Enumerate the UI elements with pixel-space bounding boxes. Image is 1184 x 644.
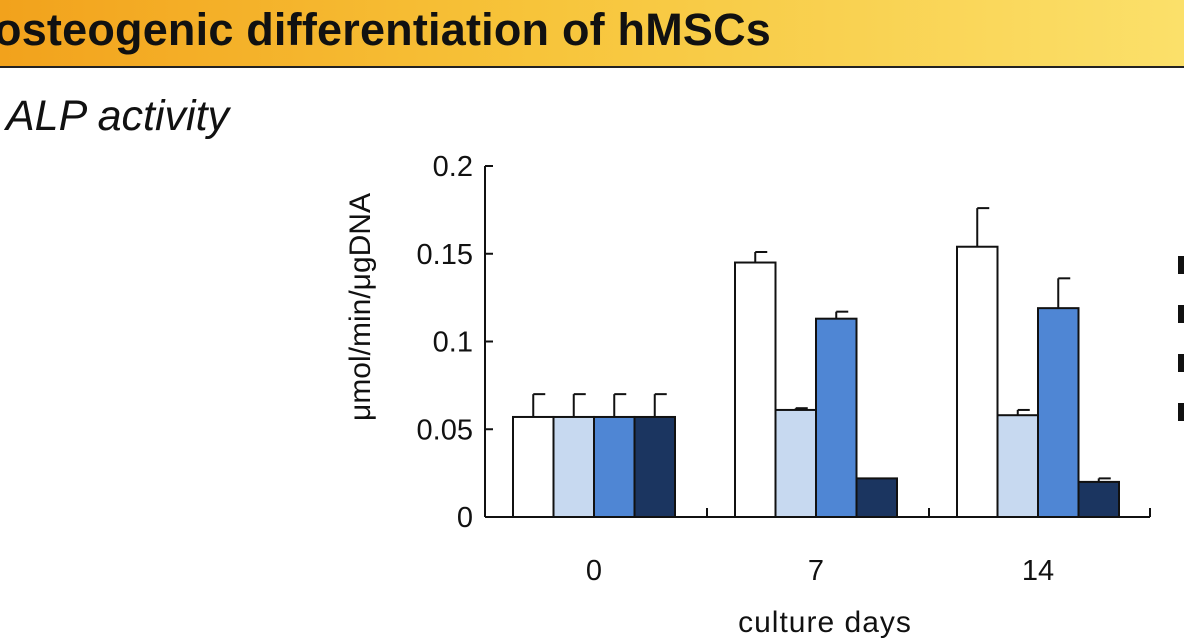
bar (734, 261, 777, 518)
bar (633, 415, 676, 518)
bar (815, 317, 858, 518)
x-tick-label: 0 (586, 555, 602, 587)
y-tick-label: 0.2 (433, 151, 473, 183)
bar (1037, 307, 1080, 518)
x-axis-title: culture days (738, 606, 912, 639)
y-tick-label: 0.05 (417, 414, 473, 446)
bar (512, 415, 555, 518)
x-tick-label: 14 (1022, 555, 1054, 587)
bar (956, 245, 999, 518)
title-banner: osteogenic differentiation of hMSCs (0, 0, 1184, 68)
y-tick-label: 0.1 (433, 327, 473, 359)
bar (552, 415, 595, 518)
y-tick-label: 0 (457, 502, 473, 534)
x-tick-label: 7 (808, 555, 824, 587)
plot-area: 0 0.05 0.1 0.15 0.2 0 7 14 (417, 151, 1151, 587)
slide-title: osteogenic differentiation of hMSCs (0, 4, 772, 55)
bar (855, 477, 898, 519)
legend-swatch (1178, 256, 1184, 274)
y-axis-title: μmol/min/μgDNA (344, 193, 377, 421)
section-heading: ALP activity (6, 92, 230, 140)
legend-swatch (1178, 354, 1184, 372)
legend-swatch (1178, 305, 1184, 323)
bar (593, 415, 636, 518)
legend-swatch (1178, 403, 1184, 421)
y-tick-label: 0.15 (417, 239, 473, 271)
bar (996, 414, 1039, 518)
bar (774, 408, 817, 519)
bar (1077, 480, 1120, 518)
